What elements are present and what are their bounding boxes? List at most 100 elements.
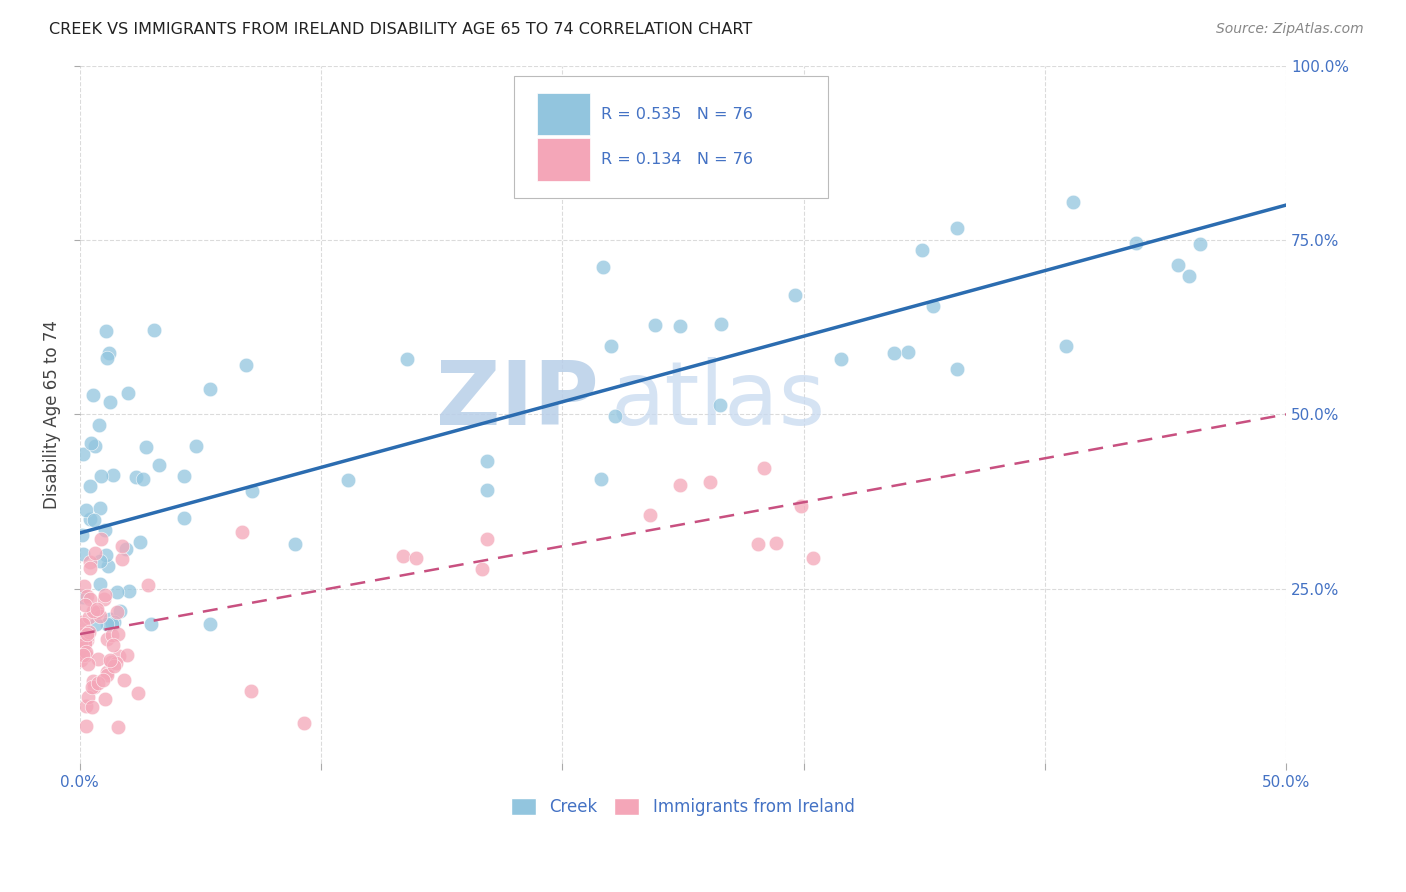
Point — [1125, 235, 1147, 250]
Point — [83, 513, 105, 527]
Point — [477, 533, 499, 547]
Point — [75, 648, 97, 663]
Point — [72, 648, 94, 663]
Point — [70, 637, 93, 651]
Point — [83, 681, 105, 695]
Point — [699, 475, 721, 490]
Text: Source: ZipAtlas.com: Source: ZipAtlas.com — [1216, 22, 1364, 37]
Point — [73, 636, 96, 650]
Point — [148, 458, 170, 472]
Point — [747, 537, 769, 551]
Point — [80, 700, 103, 714]
FancyBboxPatch shape — [515, 76, 828, 198]
Text: CREEK VS IMMIGRANTS FROM IRELAND DISABILITY AGE 65 TO 74 CORRELATION CHART: CREEK VS IMMIGRANTS FROM IRELAND DISABIL… — [49, 22, 752, 37]
Point — [135, 440, 157, 454]
Point — [605, 409, 627, 423]
Point — [82, 388, 104, 402]
Point — [97, 559, 120, 574]
Point — [96, 616, 118, 631]
Point — [1062, 195, 1084, 210]
Point — [94, 324, 117, 338]
Point — [84, 616, 107, 631]
Point — [111, 539, 134, 553]
Point — [90, 469, 112, 483]
Point — [94, 588, 117, 602]
Point — [108, 649, 131, 664]
Point — [96, 667, 118, 681]
Point — [883, 346, 905, 360]
Point — [94, 523, 117, 537]
Point — [91, 673, 114, 687]
Point — [139, 616, 162, 631]
Point — [87, 676, 110, 690]
Point — [72, 617, 94, 632]
Point — [79, 591, 101, 606]
Point — [76, 690, 98, 704]
Text: atlas: atlas — [610, 357, 825, 444]
Point — [101, 616, 124, 631]
Point — [70, 641, 93, 656]
Point — [129, 534, 152, 549]
Point — [77, 610, 100, 624]
Text: R = 0.134   N = 76: R = 0.134 N = 76 — [600, 153, 752, 168]
Point — [292, 715, 315, 730]
Point — [89, 576, 111, 591]
Point — [283, 537, 305, 551]
Point — [90, 533, 112, 547]
Point — [1167, 258, 1189, 272]
Point — [86, 605, 108, 619]
Point — [337, 473, 360, 487]
Point — [242, 483, 264, 498]
Point — [82, 673, 104, 688]
Point — [911, 244, 934, 258]
Point — [477, 453, 499, 467]
Point — [198, 382, 221, 396]
Y-axis label: Disability Age 65 to 74: Disability Age 65 to 74 — [44, 320, 60, 508]
Point — [103, 659, 125, 673]
Point — [240, 683, 263, 698]
Point — [96, 665, 118, 680]
Point — [80, 436, 103, 450]
Point — [105, 606, 128, 620]
Point — [79, 555, 101, 569]
Point — [125, 469, 148, 483]
Point — [93, 591, 115, 606]
Point — [101, 638, 124, 652]
Point — [98, 653, 121, 667]
Point — [115, 542, 138, 557]
Point — [710, 317, 733, 331]
Point — [75, 645, 97, 659]
Point — [73, 635, 96, 649]
Point — [396, 352, 419, 367]
Point — [100, 655, 122, 669]
Point — [89, 500, 111, 515]
Point — [72, 447, 94, 461]
Point — [830, 351, 852, 366]
Point — [1178, 268, 1201, 283]
Point — [70, 653, 93, 667]
Point — [669, 478, 692, 492]
Point — [79, 479, 101, 493]
Point — [108, 604, 131, 618]
Point — [79, 625, 101, 640]
Point — [118, 583, 141, 598]
Point — [72, 547, 94, 561]
Point — [96, 351, 118, 365]
Point — [72, 527, 94, 541]
Point — [73, 599, 96, 613]
Point — [184, 439, 207, 453]
Point — [70, 615, 93, 630]
Point — [89, 608, 111, 623]
Point — [173, 468, 195, 483]
Point — [72, 627, 94, 641]
Point — [94, 548, 117, 562]
Point — [752, 460, 775, 475]
Point — [76, 627, 98, 641]
Point — [132, 473, 155, 487]
Text: ZIP: ZIP — [436, 357, 599, 444]
Point — [89, 554, 111, 568]
Point — [790, 499, 813, 513]
Point — [75, 502, 97, 516]
Point — [1188, 237, 1211, 252]
Point — [86, 651, 108, 665]
